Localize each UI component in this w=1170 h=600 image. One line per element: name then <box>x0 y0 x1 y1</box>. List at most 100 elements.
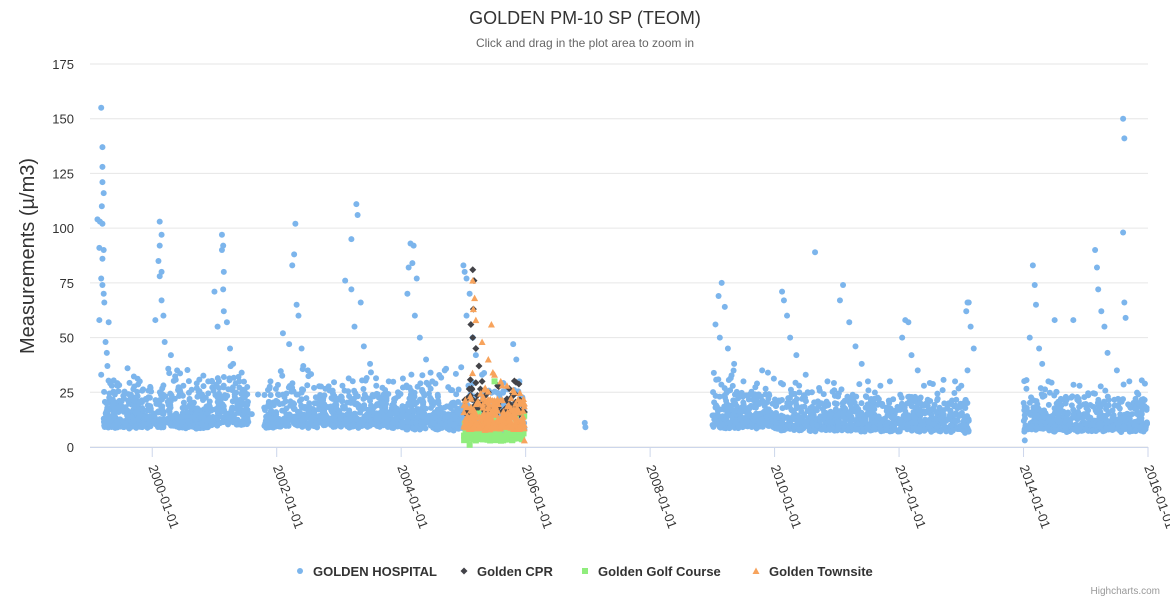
golden-hospital-point <box>373 382 380 389</box>
y-tick-label: 175 <box>52 57 74 72</box>
golden-townsite-point <box>511 419 519 427</box>
golden-hospital-point <box>726 420 733 427</box>
golden-hospital-point <box>276 401 283 408</box>
golden-hospital-point <box>1089 427 1096 434</box>
golden-hospital-point <box>909 419 916 426</box>
golden-golf-course-point <box>517 434 524 441</box>
golden-hospital-point <box>733 402 740 409</box>
golden-hospital-point <box>383 395 390 402</box>
golden-golf-course-point <box>491 378 498 385</box>
golden-hospital-point <box>188 405 195 412</box>
golden-golf-course-point <box>461 435 468 442</box>
golden-hospital-point <box>868 414 875 421</box>
golden-hospital-point <box>404 290 411 297</box>
golden-hospital-point <box>342 277 349 284</box>
legend-item-golden-golf-course[interactable]: Golden Golf Course <box>582 564 721 579</box>
golden-hospital-point <box>1095 286 1102 293</box>
golden-hospital-point <box>871 389 878 396</box>
golden-hospital-point <box>416 334 423 341</box>
golden-hospital-point <box>939 387 946 394</box>
golden-hospital-point <box>124 365 131 372</box>
golden-hospital-point <box>735 423 742 430</box>
golden-hospital-point <box>896 406 903 413</box>
golden-hospital-point <box>403 384 410 391</box>
golden-hospital-point <box>304 382 311 389</box>
golden-hospital-point <box>263 416 270 423</box>
golden-hospital-point <box>215 398 222 405</box>
golden-hospital-point <box>423 418 430 425</box>
golden-hospital-point <box>234 396 241 403</box>
golden-hospital-point <box>299 366 306 373</box>
golden-hospital-point <box>889 413 896 420</box>
golden-hospital-point <box>836 297 843 304</box>
golden-hospital-point <box>263 424 270 431</box>
golden-hospital-point <box>200 383 207 390</box>
golden-hospital-point <box>98 104 105 111</box>
golden-hospital-point <box>433 408 440 415</box>
legend-item-golden-townsite[interactable]: Golden Townsite <box>752 564 873 579</box>
golden-hospital-point <box>295 312 302 319</box>
golden-hospital-point <box>304 407 311 414</box>
golden-hospital-point <box>390 378 397 385</box>
golden-hospital-point <box>101 388 108 395</box>
golden-hospital-point <box>310 422 317 429</box>
legend-item-golden-cpr[interactable]: Golden CPR <box>460 564 554 579</box>
golden-hospital-point <box>391 399 398 406</box>
golden-hospital-point <box>225 386 232 393</box>
highcharts-credit[interactable]: Highcharts.com <box>1091 586 1160 597</box>
golden-hospital-point <box>292 220 299 227</box>
golden-hospital-point <box>208 422 215 429</box>
golden-hospital-point <box>348 286 355 293</box>
golden-townsite-point <box>467 419 475 427</box>
golden-hospital-point <box>321 392 328 399</box>
golden-hospital-point <box>110 399 117 406</box>
golden-hospital-point <box>785 395 792 402</box>
golden-hospital-point <box>404 426 411 433</box>
golden-hospital-point <box>858 360 865 367</box>
golden-hospital-point <box>897 391 904 398</box>
golden-hospital-point <box>146 404 153 411</box>
golden-cpr-point <box>478 377 486 385</box>
golden-hospital-point <box>1033 424 1040 431</box>
golden-hospital-point <box>199 391 206 398</box>
golden-hospital-point <box>813 407 820 414</box>
golden-hospital-point <box>367 408 374 415</box>
golden-hospital-point <box>266 401 273 408</box>
golden-hospital-point <box>218 247 225 254</box>
golden-hospital-point <box>233 421 240 428</box>
golden-hospital-point <box>275 391 282 398</box>
golden-hospital-point <box>724 345 731 352</box>
golden-hospital-point <box>376 423 383 430</box>
golden-hospital-point <box>1120 229 1127 236</box>
legend-item-golden-hospital[interactable]: GOLDEN HOSPITAL <box>297 564 437 579</box>
golden-hospital-point <box>831 387 838 394</box>
golden-hospital-point <box>367 360 374 367</box>
golden-hospital-point <box>1063 396 1070 403</box>
golden-hospital-point <box>839 400 846 407</box>
golden-hospital-point <box>1066 418 1073 425</box>
golden-hospital-point <box>105 319 112 326</box>
golden-hospital-point <box>874 401 881 408</box>
golden-hospital-point <box>794 417 801 424</box>
golden-townsite-point <box>461 419 469 427</box>
golden-hospital-point <box>351 410 358 417</box>
golden-hospital-point <box>419 372 426 379</box>
plot-area[interactable] <box>94 104 1151 448</box>
legend: GOLDEN HOSPITAL Golden CPR Golden Golf Cou… <box>297 564 873 579</box>
golden-hospital-point <box>756 419 763 426</box>
golden-hospital-point <box>158 297 165 304</box>
golden-golf-course-point <box>479 436 486 443</box>
golden-hospital-point <box>447 412 454 419</box>
golden-hospital-point <box>220 384 227 391</box>
golden-hospital-point <box>341 405 348 412</box>
golden-hospital-point <box>896 428 903 435</box>
golden-hospital-point <box>372 392 379 399</box>
golden-hospital-point <box>158 231 165 238</box>
golden-hospital-point <box>949 427 956 434</box>
golden-hospital-point <box>921 410 928 417</box>
golden-hospital-point <box>1132 395 1139 402</box>
golden-hospital-point <box>240 417 247 424</box>
golden-hospital-point <box>755 391 762 398</box>
golden-hospital-point <box>120 392 127 399</box>
